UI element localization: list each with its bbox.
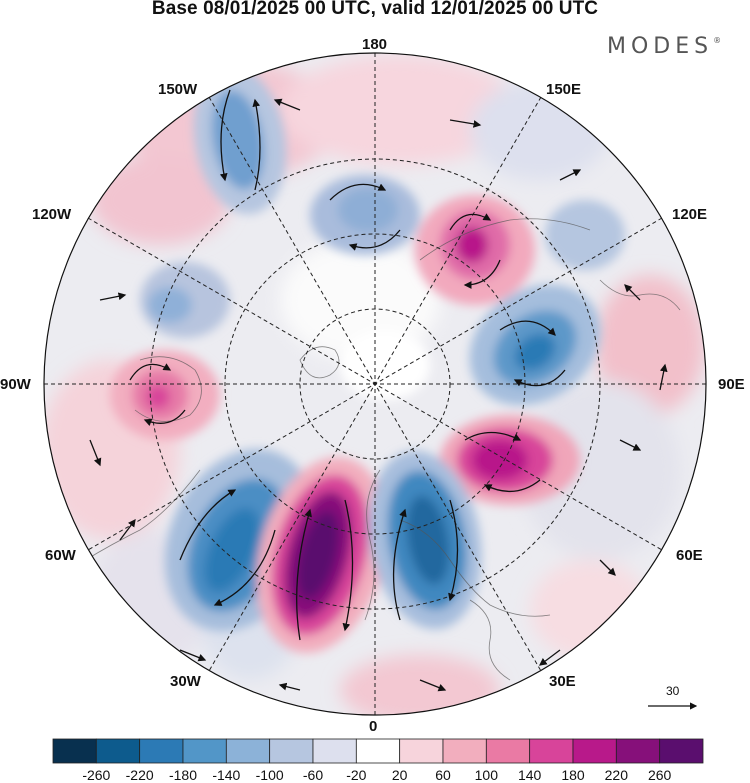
colorbar-tick-label: -100 bbox=[255, 767, 284, 783]
colorbar-swatch bbox=[399, 738, 444, 764]
modes-logo: MODES® bbox=[607, 34, 721, 59]
colorbar bbox=[52, 738, 704, 764]
colorbar-swatch bbox=[572, 738, 617, 764]
map-title: Base 08/01/2025 00 UTC, valid 12/01/2025… bbox=[151, 0, 599, 19]
colorbar-tick-label: 220 bbox=[604, 767, 629, 783]
colorbar-tick-label: 180 bbox=[561, 767, 585, 783]
anomaly-field bbox=[44, 53, 706, 715]
colorbar-swatch bbox=[312, 738, 357, 764]
lon-label-90w: 90W bbox=[0, 376, 31, 393]
colorbar-labels: -260 -220 -180 -140 -100 -60 -20 20 60 100 140 180 2… bbox=[0, 767, 750, 783]
lon-label-30e: 30E bbox=[549, 673, 576, 690]
colorbar-tick-label: 260 bbox=[647, 767, 672, 783]
colorbar-tick-label: -260 bbox=[82, 767, 111, 783]
colorbar-swatch bbox=[225, 738, 271, 764]
brand-name: MODES bbox=[607, 34, 714, 59]
colorbar-tick-label: -20 bbox=[346, 767, 367, 783]
colorbar-tick-label: 60 bbox=[435, 767, 451, 783]
lon-label-30w: 30W bbox=[170, 673, 201, 690]
colorbar-tick-label: -220 bbox=[125, 767, 154, 783]
lon-label-60w: 60W bbox=[45, 547, 76, 564]
colorbar-swatch bbox=[355, 738, 401, 764]
colorbar-swatch bbox=[529, 738, 574, 764]
colorbar-tick-label: 20 bbox=[391, 767, 408, 783]
registered-mark: ® bbox=[713, 36, 722, 45]
colorbar-swatch bbox=[52, 738, 97, 764]
colorbar-swatch bbox=[485, 738, 531, 764]
lon-label-180: 180 bbox=[362, 36, 388, 53]
colorbar-tick-label: -140 bbox=[212, 767, 241, 783]
colorbar-swatch bbox=[659, 738, 704, 764]
colorbar-swatch bbox=[95, 738, 141, 764]
colorbar-swatch bbox=[182, 738, 227, 764]
lon-label-150w: 150W bbox=[158, 81, 198, 98]
colorbar-tick-label: -60 bbox=[302, 767, 324, 783]
lon-label-150e: 150E bbox=[546, 81, 582, 98]
colorbar-swatch bbox=[615, 738, 661, 764]
map-boundary bbox=[43, 52, 707, 716]
lon-label-120w: 120W bbox=[32, 206, 72, 223]
colorbar-swatch bbox=[139, 738, 184, 764]
colorbar-tick-label: -180 bbox=[168, 767, 198, 783]
colorbar-swatch bbox=[442, 738, 487, 764]
colorbar-tick-label: 140 bbox=[517, 767, 542, 783]
wind-vectors bbox=[89, 89, 668, 692]
lon-label-90e: 90E bbox=[718, 376, 745, 393]
lon-label-0: 0 bbox=[369, 718, 378, 735]
colorbar-swatch bbox=[269, 738, 314, 764]
reference-vector-label: 30 bbox=[666, 684, 680, 698]
lon-label-60e: 60E bbox=[676, 547, 703, 564]
lon-label-120e: 120E bbox=[672, 206, 708, 223]
colorbar-tick-label: 100 bbox=[474, 767, 499, 783]
